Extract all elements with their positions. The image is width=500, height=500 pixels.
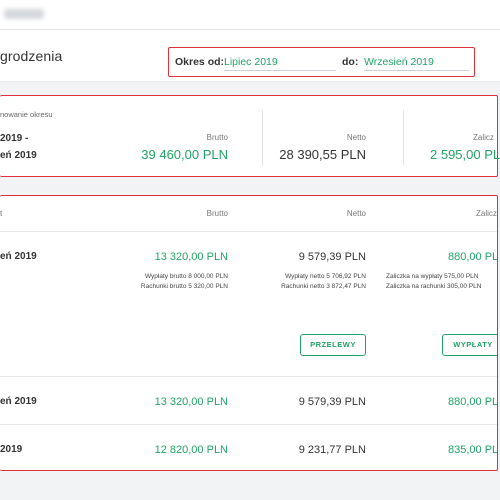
column-header-zaliczka: Zalicz xyxy=(476,209,497,218)
row-zaliczka-detail: Zaliczka na wypłaty 575,00 PLN Zaliczka … xyxy=(386,272,497,292)
payroll-table: t Brutto Netto Zalicz eń 2019 13 320,00 … xyxy=(0,195,498,471)
row-netto: 9 579,39 PLN xyxy=(298,396,366,408)
row-netto-detail: Wypłaty netto 5 706,92 PLN Rachunki nett… xyxy=(238,272,366,292)
netto-detail-payouts: Wypłaty netto 5 706,92 PLN xyxy=(285,273,366,280)
summary-separator xyxy=(403,110,404,166)
summary-period-line-2: eń 2019 xyxy=(0,150,37,161)
row-period: eń 2019 xyxy=(0,251,37,262)
row-brutto: 13 320,00 PLN xyxy=(154,251,228,263)
period-to-label: do: xyxy=(342,56,359,68)
brutto-detail-bills: Rachunki brutto 5 320,00 PLN xyxy=(140,283,228,290)
row-divider xyxy=(0,424,497,425)
period-filter: Okres od: Lipiec 2019 do: Wrzesień 2019 xyxy=(168,47,475,77)
row-period: 2019 xyxy=(0,444,23,455)
summary-netto-label: Netto xyxy=(346,133,366,142)
summary-brutto-value: 39 460,00 PLN xyxy=(141,147,228,162)
zaliczka-detail-bills: Zaliczka na rachunki 305,00 PLN xyxy=(386,283,482,290)
payouts-button[interactable]: WYPŁATY xyxy=(442,334,497,356)
blurred-breadcrumb xyxy=(4,9,44,19)
period-from-label: Okres od: xyxy=(175,56,225,68)
column-header-brutto: Brutto xyxy=(206,209,228,218)
page-header: grodzenia xyxy=(0,30,500,82)
period-summary-card: nowanie okresu 2019 - eń 2019 Brutto 39 … xyxy=(0,95,500,177)
row-zaliczka: 880,00 PLN xyxy=(448,396,498,408)
brutto-detail-payouts: Wypłaty brutto 8 000,00 PLN xyxy=(144,273,228,280)
column-header-netto: Netto xyxy=(346,209,366,218)
summary-brutto-label: Brutto xyxy=(206,133,228,142)
netto-detail-bills: Rachunki netto 3 872,47 PLN xyxy=(281,283,366,290)
summary-zaliczka-value: 2 595,00 PLN xyxy=(430,147,500,162)
summary-netto-value: 28 390,55 PLN xyxy=(279,147,366,162)
summary-period-line-1: 2019 - xyxy=(0,133,29,144)
page-title: grodzenia xyxy=(0,48,63,64)
row-zaliczka: 835,00 PLN xyxy=(448,444,498,456)
row-zaliczka: 880,00 PLN xyxy=(448,251,498,263)
row-divider xyxy=(0,376,497,377)
summary-separator xyxy=(262,110,263,166)
summary-period: 2019 - eń 2019 xyxy=(0,130,60,164)
header-divider xyxy=(0,231,497,232)
period-to-select[interactable]: Wrzesień 2019 xyxy=(364,52,469,71)
row-brutto: 13 320,00 PLN xyxy=(154,396,228,408)
summary-caption: nowanie okresu xyxy=(0,110,53,119)
row-brutto: 12 820,00 PLN xyxy=(154,444,228,456)
top-bar xyxy=(0,0,500,30)
row-period: eń 2019 xyxy=(0,396,37,407)
row-netto: 9 579,39 PLN xyxy=(298,251,366,263)
row-brutto-detail: Wypłaty brutto 8 000,00 PLN Rachunki bru… xyxy=(100,272,228,292)
bottom-spacer xyxy=(0,480,500,500)
column-header-period: t xyxy=(0,209,3,218)
summary-zaliczka-label: Zalicz xyxy=(473,133,494,142)
row-netto: 9 231,77 PLN xyxy=(298,444,366,456)
period-from-select[interactable]: Lipiec 2019 xyxy=(224,52,336,71)
zaliczka-detail-payouts: Zaliczka na wypłaty 575,00 PLN xyxy=(386,273,479,280)
transfers-button[interactable]: PRZELEWY xyxy=(300,334,366,356)
